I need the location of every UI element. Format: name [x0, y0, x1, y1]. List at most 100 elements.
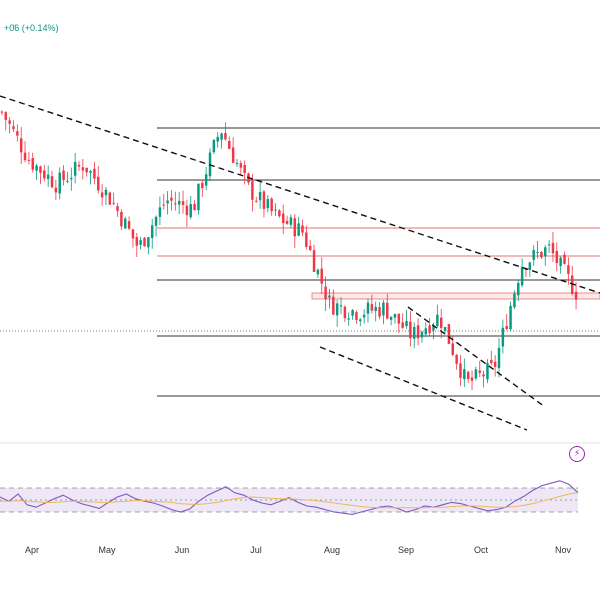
candle-body [143, 237, 146, 247]
candle-body [270, 198, 273, 212]
candle-body [513, 293, 516, 308]
candle-body [220, 133, 223, 140]
candle-body [289, 217, 293, 225]
trendline-1 [0, 95, 600, 294]
candle-body [544, 247, 547, 257]
candle-body [497, 347, 501, 369]
candle-body [89, 170, 92, 173]
candle-body [50, 176, 54, 188]
candle-body [574, 291, 578, 300]
resistance-zone [311, 292, 600, 300]
candle-body [563, 254, 566, 264]
candle-body [185, 205, 189, 216]
candle-body [23, 152, 27, 161]
candle-body [501, 327, 505, 347]
candle-body [555, 251, 559, 264]
candle-body [308, 245, 312, 251]
candle-body [359, 319, 362, 322]
candle-body [335, 303, 339, 316]
candle-body [536, 251, 539, 253]
candle-body [528, 262, 532, 270]
price-change-label: +0̈6 (+0.14%) [4, 23, 59, 33]
candle-body [436, 314, 439, 327]
candle-body [35, 165, 38, 171]
candle-body [12, 126, 15, 130]
candle-body [455, 354, 458, 364]
rsi-ma-line [0, 492, 579, 509]
trendline-2 [407, 306, 546, 408]
candle-body [274, 209, 277, 211]
candle-body [474, 369, 478, 379]
candle-body [262, 191, 266, 209]
candle-body [58, 172, 61, 194]
candle-body [100, 192, 104, 198]
candle-body [150, 225, 154, 238]
candle-body [362, 314, 366, 318]
candle-body [162, 204, 165, 206]
candle-body [447, 324, 451, 344]
candle-body [551, 242, 555, 254]
candle-body [235, 163, 239, 165]
candle-body [135, 237, 139, 246]
candle-body [54, 187, 58, 193]
candle-body [547, 244, 551, 246]
candle-body [559, 257, 562, 267]
candle-body [85, 167, 88, 173]
candle-body [355, 312, 358, 321]
trendline-3 [319, 346, 528, 431]
candle-body [112, 202, 115, 204]
candle-body [258, 191, 262, 201]
candle-body [339, 305, 343, 307]
candle-body [370, 304, 374, 311]
candle-body [285, 220, 289, 224]
candle-body [124, 218, 127, 229]
x-tick-label-sep: Sep [398, 545, 414, 555]
x-tick-label-may: May [98, 545, 116, 555]
candle-body [451, 343, 454, 355]
candle-body [520, 266, 524, 286]
x-axis: Apr May Jun Jul Aug Sep Oct Nov [25, 545, 572, 555]
candle-body [493, 361, 497, 367]
candle-body [397, 313, 401, 324]
x-tick-label-oct: Oct [474, 545, 489, 555]
candle-body [386, 302, 389, 319]
candle-body [416, 325, 420, 339]
candle-body [470, 377, 474, 381]
candle-body [181, 201, 185, 205]
candle-body [251, 181, 254, 200]
candle-body [366, 302, 370, 314]
x-tick-label-aug: Aug [324, 545, 340, 555]
candle-body [509, 305, 512, 330]
candle-body [131, 229, 135, 239]
candle-body [320, 268, 323, 284]
candle-body [301, 225, 304, 233]
x-tick-label-jun: Jun [175, 545, 190, 555]
candle-body [116, 206, 119, 212]
candle-body [166, 200, 169, 204]
candle-body [120, 211, 123, 227]
candle-body [281, 213, 285, 224]
candle-body [316, 269, 320, 275]
candle-body [104, 189, 108, 196]
candle-body [46, 174, 50, 180]
candle-body [312, 250, 316, 272]
candle-body [332, 296, 335, 315]
candle-body [505, 326, 508, 329]
candle-body [420, 331, 424, 338]
candle-body [81, 167, 85, 171]
candle-body [443, 327, 447, 331]
candle-body [432, 325, 435, 331]
candle-body [466, 371, 470, 380]
candle-body [70, 177, 73, 180]
candle-body [204, 174, 208, 186]
candle-body [73, 161, 77, 176]
candle-body [27, 159, 31, 161]
candle-body [328, 295, 331, 298]
candle-body [424, 328, 428, 335]
candle-body [351, 310, 354, 316]
candle-body [43, 170, 46, 179]
candle-body [532, 249, 535, 260]
candle-body [197, 183, 200, 211]
lightning-icon[interactable]: ⚡ [569, 446, 585, 462]
